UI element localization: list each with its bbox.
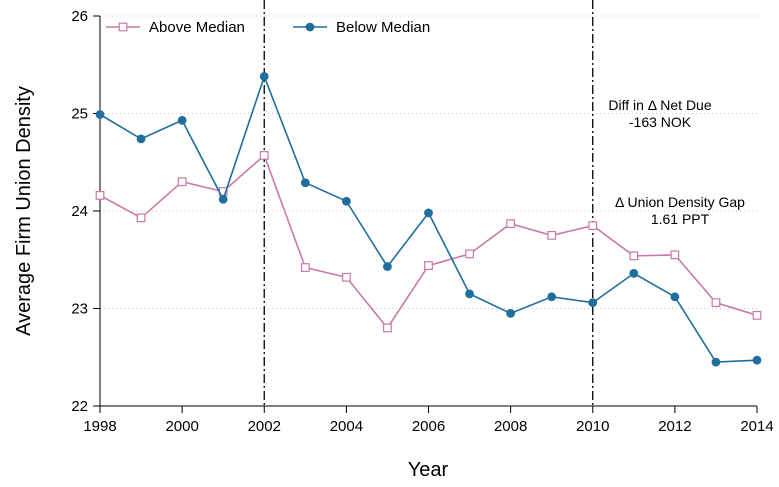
legend-marker-below-median — [305, 22, 315, 32]
data-point-below-median — [95, 110, 105, 119]
annotation-net-due-value: -163 NOK — [629, 114, 692, 130]
reference-lines — [263, 0, 594, 406]
data-point-above-median — [506, 219, 516, 229]
data-point-above-median — [424, 261, 433, 270]
x-tick-label: 2008 — [494, 418, 527, 435]
data-point-above-median — [670, 250, 680, 260]
data-point-above-median — [752, 310, 762, 320]
data-point-below-median — [506, 308, 516, 318]
series-line-above-median — [99, 154, 758, 330]
series-layer — [95, 72, 762, 367]
data-point-below-median — [341, 196, 351, 206]
x-tick-label: 2000 — [165, 418, 198, 435]
x-tick-label: 2010 — [576, 418, 609, 435]
legend-label-above-median: Above Median — [149, 19, 245, 36]
x-tick-label: 1998 — [83, 418, 116, 435]
x-tick-label: 2012 — [658, 418, 691, 435]
data-point-above-median — [588, 221, 598, 231]
data-point-above-median — [629, 251, 639, 261]
annotation-density-gap-value: 1.61 PPT — [651, 211, 710, 227]
data-point-above-median — [711, 298, 721, 308]
data-point-above-median — [547, 230, 557, 240]
y-tick-label: 22 — [71, 398, 88, 415]
annotation-density-gap-title: Δ Union Density Gap — [615, 194, 745, 210]
annotation-net-due-title: Diff in Δ Net Due — [608, 97, 711, 113]
data-point-above-median — [300, 263, 310, 272]
y-axis-title: Average Firm Union Density — [13, 86, 35, 336]
data-point-below-median — [711, 357, 721, 367]
data-point-below-median — [136, 134, 146, 144]
axes: 22 23 24 25 26 1998 2000 2002 2004 2006 2008 2010 20… — [71, 8, 773, 435]
data-point-below-median — [177, 115, 187, 125]
data-point-below-median — [300, 178, 310, 188]
x-tick-label: 2002 — [248, 418, 281, 435]
data-point-above-median — [259, 151, 269, 160]
data-point-below-median — [383, 262, 392, 271]
data-point-above-median — [465, 249, 474, 259]
legend-label-below-median: Below Median — [336, 19, 430, 36]
annotations: Diff in Δ Net Due -163 NOK Δ Union Densi… — [608, 97, 745, 227]
legend-marker-above-median — [118, 22, 128, 32]
data-point-below-median — [424, 208, 433, 218]
y-tick-label: 24 — [71, 203, 88, 220]
data-point-below-median — [218, 194, 228, 204]
data-point-below-median — [629, 269, 639, 278]
data-point-above-median — [341, 272, 351, 282]
data-point-above-median — [383, 323, 392, 333]
x-tick-label: 2004 — [330, 418, 363, 435]
y-tick-label: 26 — [71, 8, 88, 25]
x-tick-label: 2006 — [412, 418, 445, 435]
x-axis-title: Year — [408, 459, 449, 481]
data-point-above-median — [177, 177, 187, 187]
data-point-below-median — [465, 289, 474, 299]
data-point-below-median — [588, 298, 598, 308]
data-point-below-median — [752, 355, 762, 365]
data-point-above-median — [95, 191, 105, 200]
y-tick-label: 25 — [71, 106, 88, 123]
data-point-above-median — [136, 213, 146, 223]
x-tick-label: 2014 — [740, 418, 773, 435]
legend: Above Median Below Median — [106, 19, 430, 36]
data-point-below-median — [670, 292, 680, 302]
data-point-below-median — [547, 292, 557, 302]
data-point-below-median — [259, 72, 269, 81]
y-tick-label: 23 — [71, 301, 88, 318]
